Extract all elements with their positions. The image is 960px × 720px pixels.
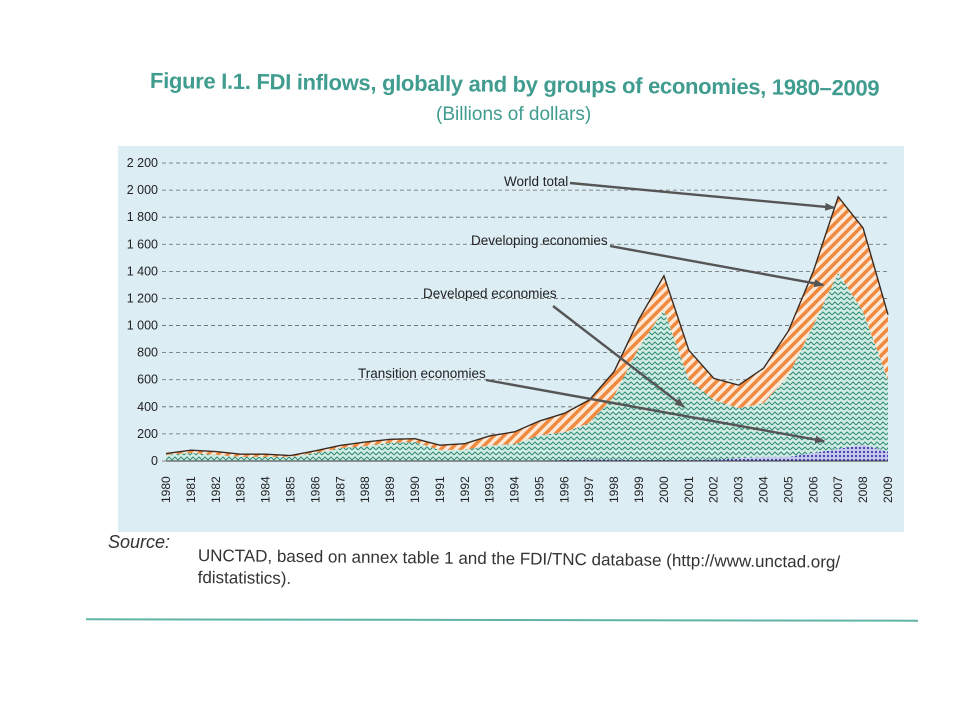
x-tick-label: 1999 — [632, 476, 646, 503]
x-tick-label: 2009 — [881, 476, 895, 503]
x-tick-label: 1982 — [209, 476, 223, 503]
x-tick-label: 1987 — [333, 476, 347, 503]
world-total-line — [165, 195, 889, 457]
y-tick-label: 1 600 — [127, 237, 158, 251]
x-tick-label: 1998 — [607, 476, 621, 503]
x-tick-label: 1992 — [458, 476, 472, 503]
annotation-label: Transition economies — [358, 366, 486, 381]
fdi-area-chart: 0 200 400 600 800 1 000 1 200 1 400 1 600 1 800 2 … — [127, 156, 895, 503]
y-tick-label: 400 — [137, 400, 158, 414]
y-tick-label: 1 200 — [127, 291, 158, 305]
x-tick-label: 1996 — [557, 476, 571, 503]
x-tick-label: 2004 — [757, 476, 771, 503]
area-developed-economies — [166, 272, 888, 461]
y-tick-label: 200 — [137, 427, 158, 441]
x-tick-label: 1989 — [383, 476, 397, 503]
x-tick-label: 1984 — [259, 476, 273, 503]
figure-title: Figure I.1. FDI inflows, globally and by… — [149, 68, 880, 101]
annotation-arrow — [485, 378, 826, 444]
x-tick-label: 2000 — [657, 476, 671, 503]
chart-panel — [118, 146, 904, 532]
annotation-label: Developed economies — [423, 286, 557, 301]
y-tick-label: 1 000 — [127, 319, 158, 333]
y-tick-label: 0 — [151, 454, 158, 468]
x-tick-label: 1983 — [234, 476, 248, 503]
x-tick-label: 2008 — [856, 476, 870, 503]
annotation-arrow — [552, 305, 685, 408]
x-tick-label: 2003 — [732, 476, 746, 503]
y-tick-label: 800 — [137, 346, 158, 360]
x-tick-label: 1985 — [283, 476, 297, 503]
bottom-rule — [85, 618, 919, 622]
annotation-arrow — [569, 181, 836, 211]
source-text: UNCTAD, based on annex table 1 and the F… — [197, 545, 841, 588]
x-tick-label: 1986 — [308, 476, 322, 503]
x-tick-label: 1995 — [532, 476, 546, 503]
source-label: Source: — [108, 532, 171, 552]
x-tick-label: 2002 — [707, 476, 721, 503]
x-tick-label: 1997 — [582, 476, 596, 503]
y-tick-label: 2 000 — [127, 183, 158, 197]
x-tick-label: 2005 — [781, 476, 795, 503]
annotation-label: Developing economies — [471, 233, 608, 248]
y-tick-label: 1 800 — [127, 210, 158, 224]
x-tick-label: 1988 — [358, 476, 372, 503]
figure-subtitle: (Billions of dollars) — [436, 104, 592, 125]
x-tick-label: 1991 — [433, 476, 447, 503]
x-tick-label: 1993 — [483, 476, 497, 503]
y-tick-label: 1 400 — [127, 264, 158, 278]
area-developing-economies — [166, 196, 888, 457]
x-tick-label: 2006 — [806, 476, 820, 503]
x-tick-label: 1980 — [159, 476, 173, 503]
annotation-arrow — [609, 244, 825, 288]
x-tick-label: 2001 — [682, 476, 696, 503]
x-tick-label: 1990 — [408, 476, 422, 503]
y-tick-label: 600 — [137, 373, 158, 387]
x-tick-label: 1981 — [184, 476, 198, 503]
x-tick-label: 1994 — [508, 476, 522, 503]
y-tick-label: 2 200 — [127, 156, 158, 170]
x-tick-label: 2007 — [831, 476, 845, 503]
area-transition-economies — [166, 444, 888, 461]
annotation-label: World total — [504, 174, 568, 189]
